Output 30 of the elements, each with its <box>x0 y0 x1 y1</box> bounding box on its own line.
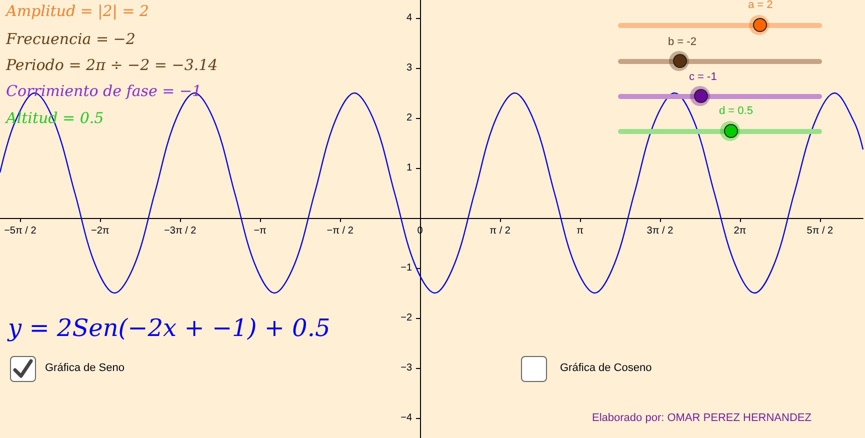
annotation: Amplitud = |2| = 2 <box>6 2 149 20</box>
y-tick-label: −4 <box>400 412 412 424</box>
y-tick-label: −3 <box>400 362 412 374</box>
x-tick-label: π / 2 <box>490 226 511 236</box>
y-tick-label: 3 <box>406 62 412 74</box>
annotation: Frecuencia = −2 <box>6 30 136 48</box>
annotation: Corrimiento de fase = −1 <box>6 82 202 100</box>
x-tick-label: −3π / 2 <box>164 226 197 236</box>
x-tick-label: −5π / 2 <box>4 226 37 236</box>
y-tick-label: 1 <box>406 162 412 174</box>
annotation: c = -1 <box>689 71 717 83</box>
annotation: a = 2 <box>748 0 773 11</box>
y-tick-label: −1 <box>400 262 412 274</box>
y-tick-label: 2 <box>406 112 412 124</box>
annotation: b = -2 <box>668 36 696 48</box>
x-tick-label: −π <box>254 226 267 236</box>
annotation: Gráfica de Seno <box>45 362 124 374</box>
y-tick-label: 4 <box>406 12 412 24</box>
annotation: Periodo = 2π ÷ −2 = −3.14 <box>6 56 218 74</box>
annotation: Gráfica de Coseno <box>560 362 652 374</box>
x-tick-label: −2π <box>90 226 110 236</box>
annotation: d = 0.5 <box>719 105 753 117</box>
x-tick-label: π <box>576 226 584 236</box>
x-tick-label: 2π <box>734 226 746 236</box>
annotation: y = 2Sen(−2x + −1) + 0.5 <box>8 314 330 342</box>
y-tick-label: −2 <box>400 312 412 324</box>
x-tick-label: 3π / 2 <box>646 226 674 236</box>
annotation: Elaborado por: OMAR PEREZ HERNANDEZ <box>592 412 812 424</box>
x-tick-label: −π / 2 <box>326 226 354 236</box>
x-tick-label: 5π / 2 <box>806 226 834 236</box>
